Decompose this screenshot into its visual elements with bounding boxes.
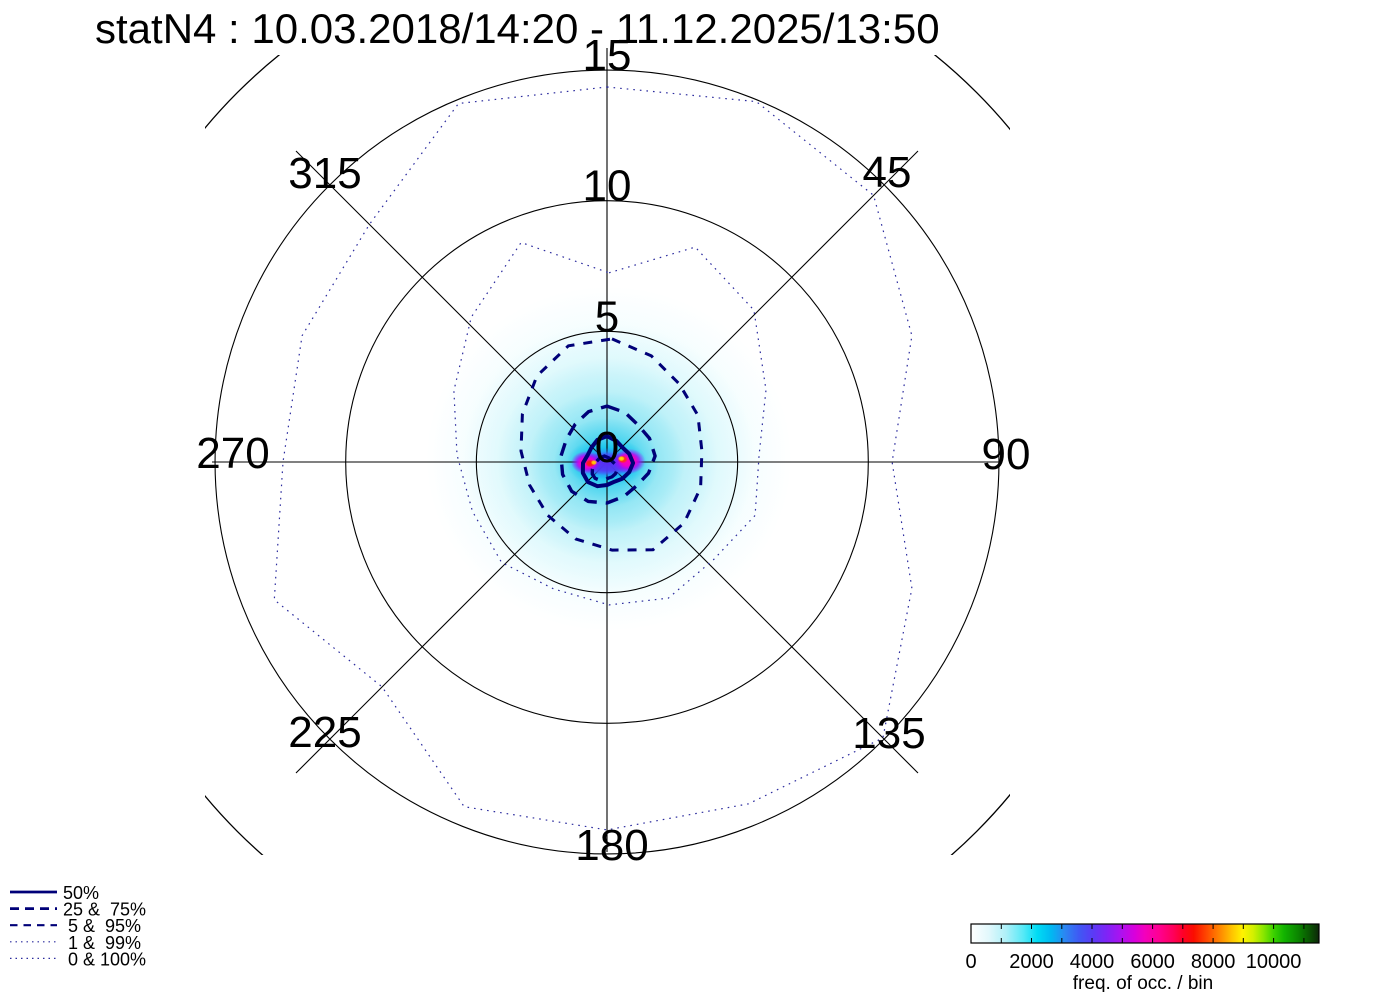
colorbar-tick-label: 8000 [1191,951,1236,973]
colorbar-group: 0 2000 4000 6000 8000 10000 freq. of occ. / bi… [965,923,1320,992]
radial-tick-label: 10 [583,162,632,211]
angular-tick-label: 135 [852,709,925,758]
colorbar-gradient-bar [970,923,1320,944]
density-blob [617,455,625,462]
angular-tick-label: 180 [575,821,648,870]
angular-tick-label: 315 [288,149,361,198]
colorbar-tick-label: 0 [965,951,976,973]
legend-label: 25 & 75% [63,900,146,920]
legend-label: 50% [63,883,99,903]
colorbar-tick-label: 4000 [1070,951,1115,973]
percentile-contours [273,86,913,831]
legend-label: 1 & 99% [63,933,141,953]
contour-99-percent [453,241,767,606]
legend-label: 0 & 100% [63,949,146,969]
contour-50-percent [580,434,636,489]
angular-tick-label: 45 [863,148,912,197]
density-blob [590,459,598,466]
contour-95-percent [519,337,704,552]
radial-tick-label: 0 [595,423,619,472]
colorbar-tick-label: 6000 [1130,951,1175,973]
angular-tick-label: 90 [982,430,1031,479]
percentile-legend: 50%25 & 75% 5 & 95% 1 & 99% 0 & 100% [10,883,146,969]
density-core-layer [570,447,646,479]
colorbar-tick-label: 2000 [1009,951,1054,973]
contour-75-percent [559,404,657,505]
radial-tick-label: 5 [595,292,619,341]
axis-labels: 0 5 10 15 45 90 135 180 225 270 315 [196,31,1030,870]
colorbar-tick-label: 10000 [1246,951,1302,973]
colorbar-caption: freq. of occ. / bin [1073,973,1213,992]
angular-tick-label: 225 [288,708,361,757]
plot-title: statN4 : 10.03.2018/14:20 - 11.12.2025/1… [95,5,940,52]
legend-label: 5 & 95% [63,916,141,936]
angular-tick-label: 270 [196,429,269,478]
contour-25-percent [590,454,620,482]
radial-tick-label: 15 [583,31,632,80]
contour-100-percent [273,86,913,831]
